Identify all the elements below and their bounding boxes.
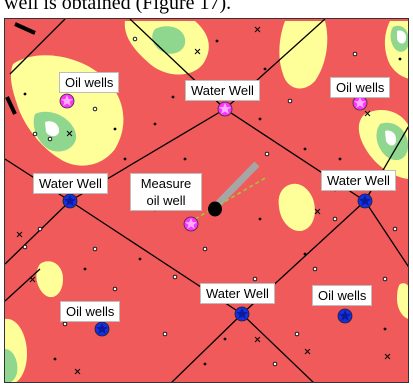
oil-well-marker-top-left xyxy=(59,93,75,109)
label-measure-line1: Measure xyxy=(140,176,192,191)
label-water-well-mid-left: Water Well xyxy=(33,173,108,194)
label-oil-wells-top-left: Oil wells xyxy=(59,72,120,93)
figure-caption: well is obtained (Figure 17). xyxy=(4,0,232,14)
zone-top-right-b-white xyxy=(397,30,407,44)
minor-wells xyxy=(22,36,398,367)
oil-well-marker-top-center xyxy=(217,101,233,117)
zone-top-left-white xyxy=(45,121,60,137)
oil-well-marker-top-right xyxy=(352,95,368,111)
water-well-marker-mid-left xyxy=(62,193,78,209)
zone-right-middle-white xyxy=(385,130,397,146)
zone-left-bottom xyxy=(36,261,63,298)
zone-bottom-left-corner-green xyxy=(5,349,18,382)
measure-direction-bar xyxy=(212,161,260,210)
water-well-marker-mid-right xyxy=(357,193,373,209)
edge-mark-top xyxy=(14,22,36,35)
measure-point xyxy=(208,201,222,217)
water-well-marker-bottom-center xyxy=(234,306,250,322)
well-map: 200 Oil wells Water Well Oil wells Water… xyxy=(4,18,409,383)
label-measure-line2: oil well xyxy=(146,193,186,208)
zone-right-bottom xyxy=(397,283,408,319)
edge-mark-left xyxy=(5,96,17,115)
reservoir-zones xyxy=(5,21,408,382)
cross-marks xyxy=(16,26,391,375)
label-water-well-top-center: Water Well xyxy=(185,80,260,101)
oil-well-marker-measure xyxy=(183,216,199,232)
water-well-marker-bottom-left xyxy=(94,321,110,337)
water-well-markers xyxy=(62,193,373,337)
label-water-well-bottom-center: Water Well xyxy=(200,283,275,304)
label-measure-oil-well: Measure oil well xyxy=(130,173,202,211)
label-oil-wells-bottom-right: Oil wells xyxy=(312,285,373,306)
zone-center-right xyxy=(278,183,315,232)
water-well-marker-bottom-right xyxy=(337,308,353,324)
label-oil-wells-top-right: Oil wells xyxy=(330,77,391,98)
zone-top-right-a xyxy=(279,21,328,89)
label-oil-wells-bottom-left: Oil wells xyxy=(60,301,121,322)
label-water-well-mid-right: Water Well xyxy=(321,170,396,191)
zone-top-center-green xyxy=(152,26,186,54)
oil-well-markers xyxy=(59,93,368,232)
